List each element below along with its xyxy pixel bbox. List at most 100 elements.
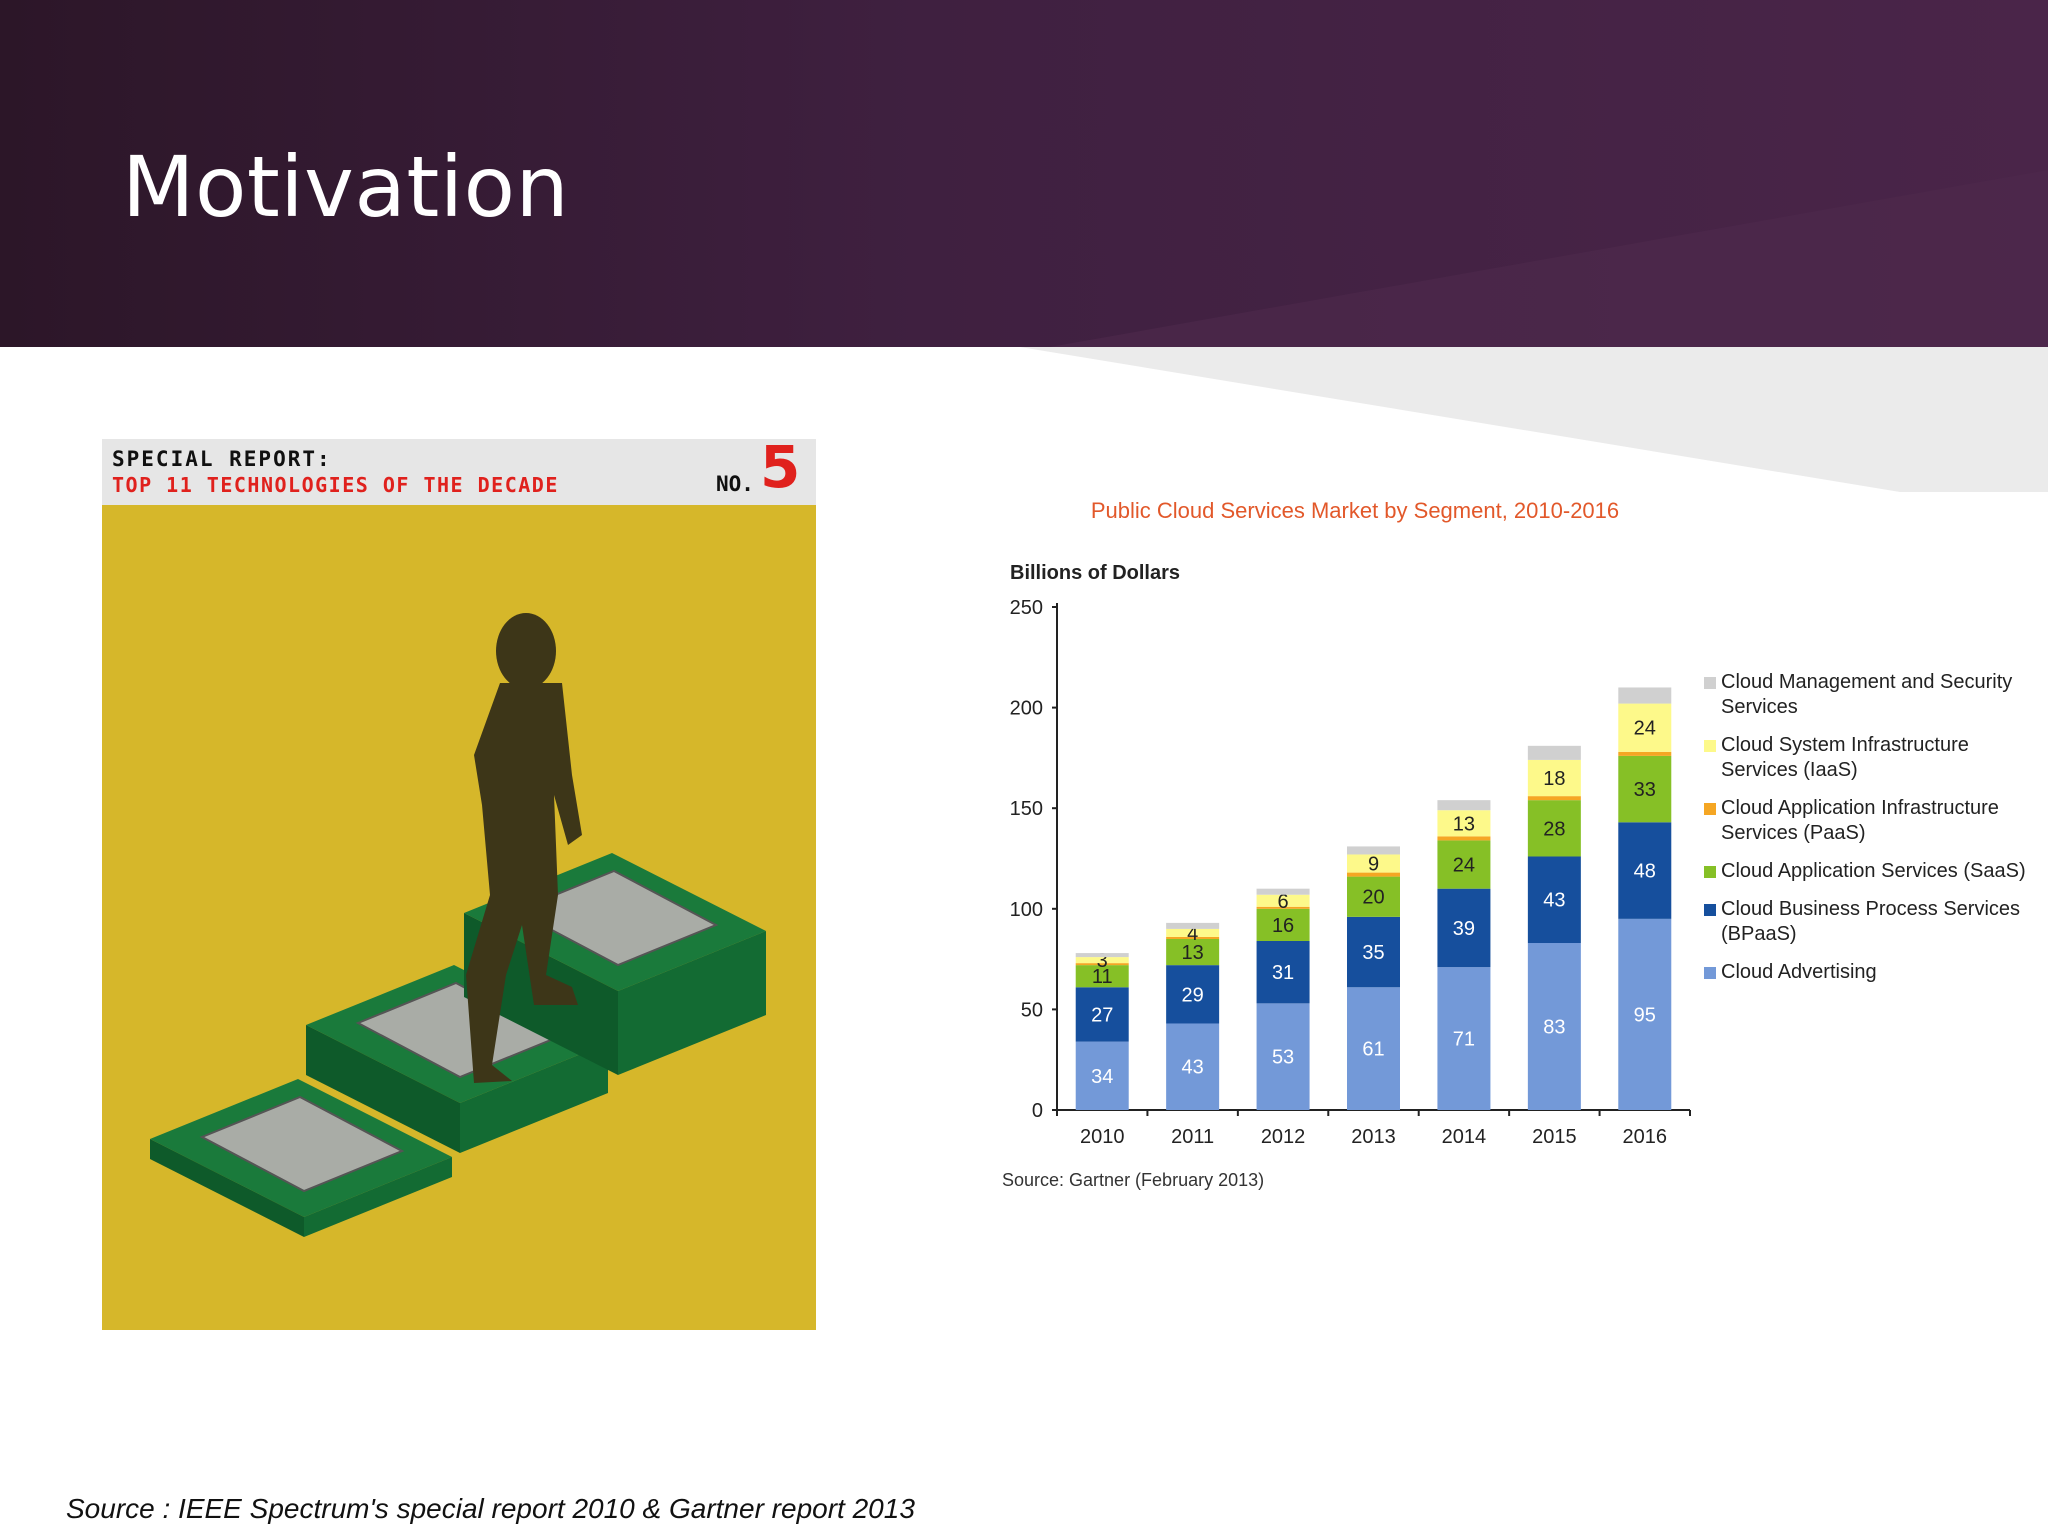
- data-label: 24: [1634, 718, 1656, 740]
- legend-label: Cloud Advertising: [1721, 961, 1877, 983]
- legend-label: Cloud Management and Security Services: [1721, 671, 2013, 718]
- bar-segment: [1075, 963, 1129, 966]
- data-label: 18: [1543, 768, 1565, 790]
- bar-segment: [1618, 751, 1672, 756]
- data-label: 4: [1187, 923, 1198, 945]
- legend-item: Cloud Application Services (SaaS): [1704, 859, 2048, 884]
- data-label: 34: [1091, 1066, 1113, 1088]
- legend-swatch: [1704, 803, 1716, 815]
- data-label: 39: [1453, 918, 1475, 940]
- bar-segment: [1256, 1003, 1310, 1110]
- chart-y-axis-label: Billions of Dollars: [1010, 562, 1181, 584]
- data-label: 29: [1182, 984, 1204, 1006]
- legend-item: Cloud Management and Security Services: [1704, 670, 2048, 720]
- bar-segment: [1256, 888, 1310, 895]
- x-tick-label: 2014: [1442, 1126, 1487, 1148]
- bar-segment: [1075, 987, 1129, 1042]
- legend-swatch: [1704, 904, 1716, 916]
- bar-segment: [1437, 810, 1491, 837]
- data-label: 13: [1182, 942, 1204, 964]
- legend-item: Cloud System Infrastructure Services (Ia…: [1704, 733, 2048, 783]
- bar-segment: [1618, 918, 1672, 1110]
- legend-label: Cloud Application Services (SaaS): [1721, 860, 2026, 882]
- bar-segment: [1437, 836, 1491, 841]
- legend-item: Cloud Application Infrastructure Service…: [1704, 796, 2048, 846]
- poster-no-label: NO.: [716, 472, 754, 496]
- legend-swatch: [1704, 740, 1716, 752]
- y-tick-label: 0: [1032, 1100, 1043, 1122]
- bar-segment: [1166, 1023, 1220, 1110]
- poster-subtitle: TOP 11 TECHNOLOGIES OF THE DECADE: [112, 473, 559, 497]
- x-tick-label: 2016: [1623, 1126, 1668, 1148]
- data-label: 48: [1634, 861, 1656, 883]
- chip-stair-2: [306, 965, 608, 1153]
- slide-wedge-decoration: [1020, 347, 2048, 492]
- bar-segment: [1166, 965, 1220, 1024]
- bar-segment: [1618, 703, 1672, 752]
- bar-segment: [1437, 800, 1491, 811]
- ieee-poster-image: SPECIAL REPORT: TOP 11 TECHNOLOGIES OF T…: [102, 439, 816, 1330]
- bar-segment: [1437, 967, 1491, 1110]
- x-tick-label: 2010: [1080, 1126, 1125, 1148]
- poster-header-band: SPECIAL REPORT: TOP 11 TECHNOLOGIES OF T…: [102, 439, 816, 505]
- data-label: 9: [1368, 854, 1379, 876]
- bar-segment: [1075, 953, 1129, 958]
- bar-segment: [1527, 759, 1581, 797]
- data-label: 24: [1453, 855, 1475, 877]
- chip-stair-1: [150, 1079, 452, 1237]
- legend-swatch: [1704, 967, 1716, 979]
- data-label: 95: [1634, 1004, 1656, 1026]
- data-label: 61: [1362, 1039, 1384, 1061]
- chart-source: Source: Gartner (February 2013): [1002, 1170, 1265, 1190]
- bar-segment: [1256, 894, 1310, 907]
- bar-segment: [1166, 938, 1220, 966]
- bar-segment: [1527, 943, 1581, 1110]
- data-label: 43: [1543, 890, 1565, 912]
- slide-header: Motivation: [0, 0, 2048, 347]
- bar-segment: [1256, 908, 1310, 941]
- bar-segment: [1347, 876, 1400, 917]
- header-decoration: [1050, 170, 2048, 347]
- data-label: 28: [1543, 818, 1565, 840]
- bar-segment: [1618, 687, 1672, 704]
- y-tick-label: 250: [1010, 597, 1043, 619]
- x-tick-label: 2012: [1261, 1126, 1306, 1148]
- y-tick-label: 150: [1010, 798, 1043, 820]
- data-label: 11: [1092, 966, 1113, 988]
- slide-footer-source: Source : IEEE Spectrum's special report …: [66, 1493, 915, 1524]
- data-label: 6: [1278, 891, 1289, 913]
- x-tick-label: 2011: [1171, 1126, 1214, 1148]
- bar-segment: [1166, 936, 1220, 939]
- bar-segment: [1075, 1041, 1129, 1110]
- data-label: 33: [1634, 779, 1656, 801]
- walking-figure: [466, 613, 582, 1083]
- bar-segment: [1618, 822, 1672, 919]
- y-tick-label: 50: [1021, 999, 1043, 1021]
- legend-label: Cloud Application Infrastructure Service…: [1721, 797, 1999, 844]
- chart-plot-area: 0501001502002502010342711320114329134201…: [1010, 597, 1691, 1148]
- bar-segment: [1347, 916, 1400, 988]
- legend-label: Cloud Business Process Services (BPaaS): [1721, 898, 2021, 945]
- poster-special-report: SPECIAL REPORT:: [112, 447, 332, 471]
- data-label: 35: [1362, 942, 1384, 964]
- legend-label: Cloud System Infrastructure Services (Ia…: [1721, 734, 1969, 781]
- bar-segment: [1347, 846, 1400, 855]
- bar-segment: [1256, 906, 1310, 909]
- y-tick-label: 100: [1010, 899, 1043, 921]
- poster-number: 5: [760, 439, 801, 501]
- data-label: 16: [1272, 915, 1294, 937]
- bar-segment: [1437, 888, 1491, 968]
- bar-segment: [1347, 854, 1400, 873]
- legend-item: Cloud Business Process Services (BPaaS): [1704, 897, 2048, 947]
- data-label: 83: [1543, 1017, 1565, 1039]
- x-tick-label: 2015: [1532, 1126, 1577, 1148]
- bar-segment: [1347, 872, 1400, 877]
- bar-segment: [1527, 856, 1581, 944]
- bar-segment: [1166, 928, 1220, 937]
- data-label: 20: [1362, 887, 1384, 909]
- bar-segment: [1437, 840, 1491, 889]
- bar-segment: [1527, 745, 1581, 760]
- bar-segment: [1166, 922, 1220, 929]
- y-tick-label: 200: [1010, 698, 1043, 720]
- cloud-market-chart: Public Cloud Services Market by Segment,…: [990, 480, 2048, 1200]
